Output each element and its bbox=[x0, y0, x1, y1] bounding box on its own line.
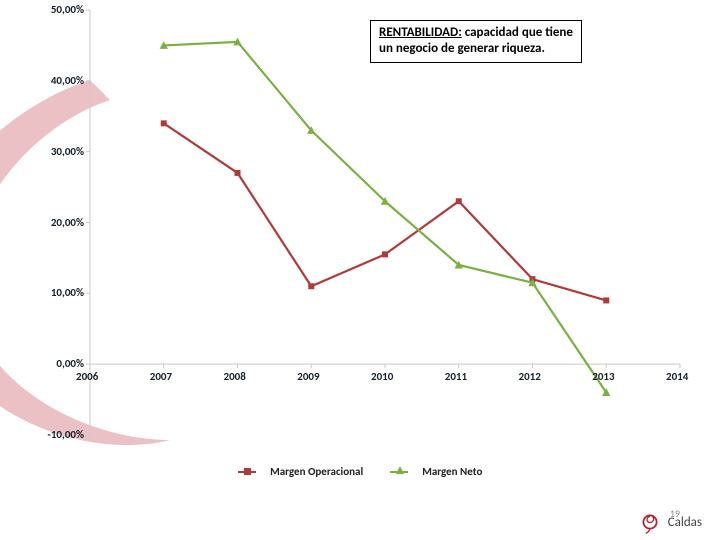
x-tick-label: 2010 bbox=[371, 370, 393, 383]
y-tick-label: 10,00% bbox=[51, 286, 84, 299]
x-tick-label: 2007 bbox=[150, 370, 172, 383]
rentabilidad-chart: -10,00% 0,00% 10,00% 20,00% 30,00% 40,00% 50,0… bbox=[40, 0, 680, 480]
y-tick-label: 30,00% bbox=[51, 145, 84, 158]
y-tick-label: 40,00% bbox=[51, 74, 84, 87]
x-tick-label: 2008 bbox=[224, 370, 246, 383]
callout-word-underlined: RENTABILIDAD: capacidad que tiene bbox=[379, 25, 573, 40]
legend-label-neto: Margen Neto bbox=[422, 465, 482, 478]
y-tick-label: 50,00% bbox=[51, 3, 84, 16]
legend-swatch-neto bbox=[390, 471, 408, 473]
y-tick-label: -10,00% bbox=[47, 428, 84, 441]
y-tick-label: 20,00% bbox=[51, 216, 84, 229]
x-tick-label: 2014 bbox=[666, 370, 688, 383]
y-tick-label: 0,00% bbox=[56, 357, 84, 370]
slide-root: { "callout": { "line1": "RENTABILIDAD: c… bbox=[0, 0, 720, 540]
legend: Margen Operacional Margen Neto bbox=[40, 465, 680, 478]
x-tick-label: 2012 bbox=[519, 370, 541, 383]
legend-swatch-operacional bbox=[238, 471, 256, 473]
x-tick-label: 2011 bbox=[445, 370, 467, 383]
x-tick-label: 2013 bbox=[592, 370, 614, 383]
legend-label-operacional: Margen Operacional bbox=[270, 465, 363, 478]
x-tick-label: 2009 bbox=[297, 370, 319, 383]
x-tick-label: 2006 bbox=[76, 370, 98, 383]
callout-box: RENTABILIDAD: capacidad que tiene un neg… bbox=[370, 20, 582, 63]
slide-number: 19 bbox=[670, 507, 680, 520]
rose-icon bbox=[638, 510, 662, 534]
callout-line2: un negocio de generar riqueza. bbox=[379, 41, 545, 56]
